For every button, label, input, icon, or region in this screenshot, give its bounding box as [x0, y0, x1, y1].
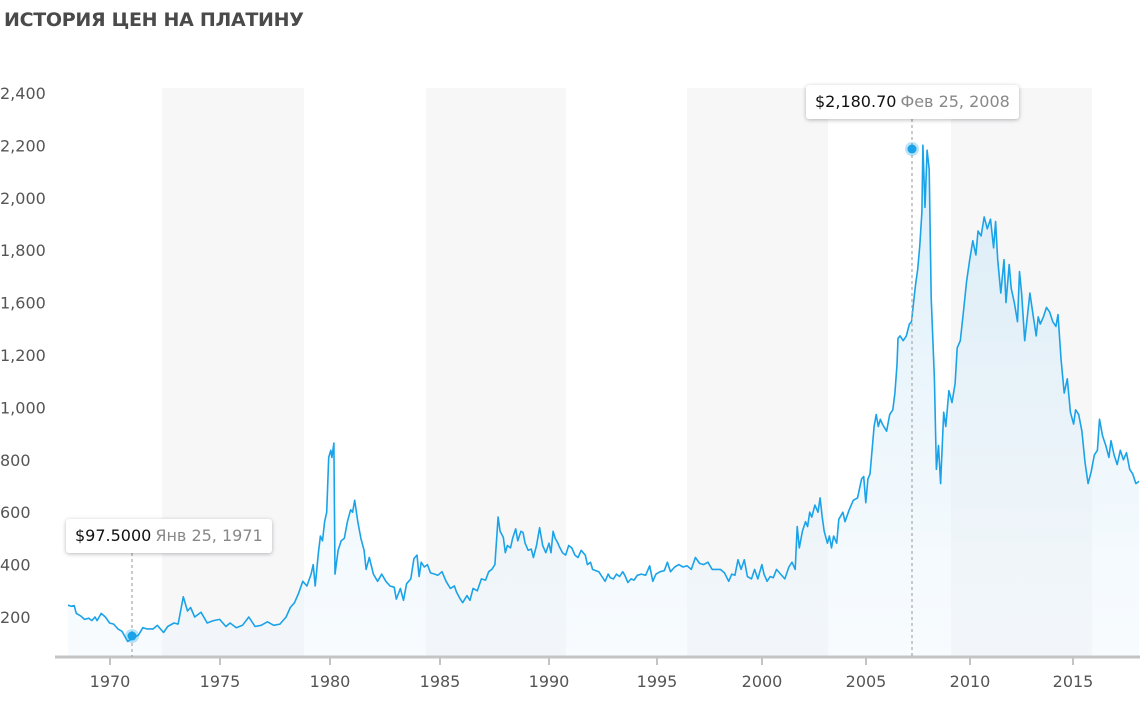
x-tick-label: 2010: [950, 672, 991, 691]
min-price-date: Янв 25, 1971: [155, 526, 263, 545]
x-tick-label: 1975: [200, 672, 241, 691]
annotation-markers: [125, 119, 919, 657]
price-area: [68, 145, 1139, 657]
x-tick-label: 1990: [529, 672, 570, 691]
x-axis: 1970 1975 1980 1985 1990 1995 2000 2005 2010 2015: [90, 657, 1094, 691]
y-tick-label: 1,800: [0, 241, 46, 260]
max-price-value: $2,180.70: [815, 92, 897, 111]
x-tick-label: 2005: [846, 672, 887, 691]
x-tick-label: 2015: [1053, 672, 1094, 691]
price-line: [67, 144, 1140, 643]
y-tick-label: 2,400: [0, 84, 46, 103]
max-price-date: Фев 25, 2008: [900, 92, 1010, 111]
x-tick-label: 2000: [742, 672, 783, 691]
x-tick-label: 1980: [310, 672, 351, 691]
y-tick-label: 800: [0, 451, 31, 470]
min-price-tooltip: $97.5000 Янв 25, 1971: [66, 519, 272, 553]
x-tick-label: 1995: [637, 672, 678, 691]
y-tick-label: 600: [0, 503, 31, 522]
y-axis: 2,400 2,200 2,000 1,800 1,600 1,200 1,000 800 60…: [0, 84, 46, 627]
x-tick-label: 1985: [420, 672, 461, 691]
y-tick-label: 200: [0, 608, 31, 627]
max-price-tooltip: $2,180.70 Фев 25, 2008: [806, 85, 1019, 119]
min-price-value: $97.5000: [75, 526, 152, 545]
y-tick-label: 1,200: [0, 346, 46, 365]
y-tick-label: 1,000: [0, 398, 46, 417]
chart-title: ИСТОРИЯ ЦЕН НА ПЛАТИНУ: [4, 9, 304, 31]
shaded-band: [162, 88, 304, 657]
y-tick-label: 1,600: [0, 294, 46, 313]
y-tick-label: 2,000: [0, 189, 46, 208]
max-price-point[interactable]: [907, 144, 917, 154]
y-tick-label: 2,200: [0, 136, 46, 155]
x-tick-label: 1970: [90, 672, 131, 691]
min-price-point[interactable]: [127, 631, 137, 641]
y-tick-label: 400: [0, 556, 31, 575]
